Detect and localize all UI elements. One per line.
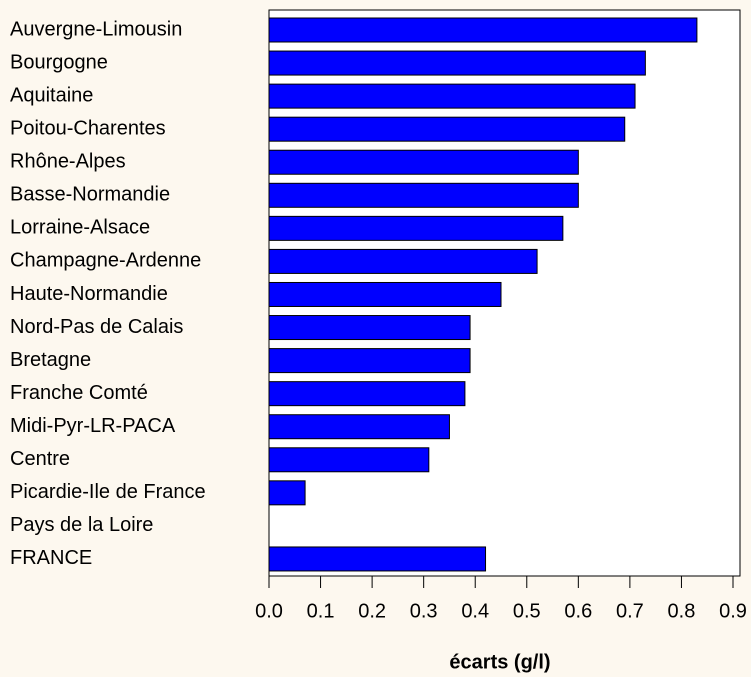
y-tick-label: Auvergne-Limousin [10,18,182,40]
y-tick-label: FRANCE [10,547,92,569]
bar [268,116,626,142]
bar [268,480,306,506]
y-tick-label: Bretagne [10,349,91,371]
y-tick-label: Midi-Pyr-LR-PACA [10,415,176,437]
bar [268,348,471,374]
bar [268,315,471,341]
bar [268,381,466,407]
x-tick-label: 0.9 [719,600,747,622]
x-tick-label: 0.2 [358,600,386,622]
y-tick-label: Poitou-Charentes [10,117,166,139]
y-tick-label: Rhône-Alpes [10,151,126,173]
bar [268,215,564,241]
bar [268,17,698,43]
x-tick-label: 0.7 [616,600,644,622]
bar [268,414,450,440]
x-tick-label: 0.6 [564,600,592,622]
y-tick-label: Picardie-Ile de France [10,481,206,503]
y-tick-label: Pays de la Loire [10,514,153,536]
y-tick-label: Basse-Normandie [10,184,170,206]
y-tick-label: Centre [10,448,70,470]
bar [268,83,636,109]
bar [268,182,579,208]
y-tick-label: Nord-Pas de Calais [10,316,183,338]
bar [268,281,502,307]
y-tick-label: Franche Comté [10,382,148,404]
x-tick-label: 0.5 [513,600,541,622]
y-tick-label: Bourgogne [10,51,108,73]
x-tick-label: 0.4 [461,600,489,622]
x-tick-label: 0.1 [307,600,335,622]
bar [268,447,430,473]
bar [268,546,487,572]
x-tick-label: 0.8 [668,600,696,622]
x-tick-label: 0.3 [410,600,438,622]
bar [268,248,538,274]
x-axis-label: écarts (g/l) [449,651,550,673]
y-tick-label: Champagne-Ardenne [10,250,201,272]
bar [268,149,579,175]
bar [268,50,646,76]
y-tick-label: Haute-Normandie [10,283,168,305]
x-tick-label: 0.0 [255,600,283,622]
y-tick-label: Aquitaine [10,84,93,106]
y-tick-label: Lorraine-Alsace [10,217,150,239]
